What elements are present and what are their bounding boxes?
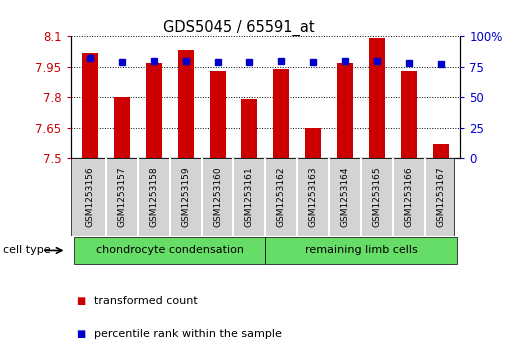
- Bar: [210, 71, 225, 158]
- Bar: [266, 237, 457, 264]
- Bar: [82, 53, 98, 158]
- Text: GSM1253162: GSM1253162: [277, 167, 286, 227]
- Text: GSM1253161: GSM1253161: [245, 167, 254, 227]
- Text: percentile rank within the sample: percentile rank within the sample: [94, 329, 282, 339]
- Text: GSM1253167: GSM1253167: [437, 167, 446, 227]
- Text: GSM1253159: GSM1253159: [181, 167, 190, 227]
- Text: cell type: cell type: [3, 245, 50, 256]
- Text: GSM1253160: GSM1253160: [213, 167, 222, 227]
- Bar: [178, 50, 194, 158]
- Bar: [305, 127, 321, 158]
- Text: GSM1253156: GSM1253156: [85, 167, 94, 227]
- Bar: [401, 71, 417, 158]
- Bar: [146, 63, 162, 158]
- Bar: [337, 63, 353, 158]
- Text: ■: ■: [76, 329, 85, 339]
- Bar: [242, 99, 257, 158]
- Bar: [74, 237, 266, 264]
- Text: GSM1253165: GSM1253165: [373, 167, 382, 227]
- Text: GSM1253163: GSM1253163: [309, 167, 318, 227]
- Text: GDS5045 / 65591_at: GDS5045 / 65591_at: [164, 20, 315, 36]
- Bar: [113, 97, 130, 158]
- Text: GSM1253166: GSM1253166: [405, 167, 414, 227]
- Text: GSM1253157: GSM1253157: [117, 167, 126, 227]
- Text: GSM1253164: GSM1253164: [341, 167, 350, 227]
- Text: ■: ■: [76, 296, 85, 306]
- Text: GSM1253158: GSM1253158: [149, 167, 158, 227]
- Text: transformed count: transformed count: [94, 296, 198, 306]
- Bar: [433, 144, 449, 158]
- Text: chondrocyte condensation: chondrocyte condensation: [96, 245, 244, 255]
- Text: remaining limb cells: remaining limb cells: [305, 245, 417, 255]
- Bar: [274, 69, 289, 158]
- Bar: [369, 38, 385, 158]
